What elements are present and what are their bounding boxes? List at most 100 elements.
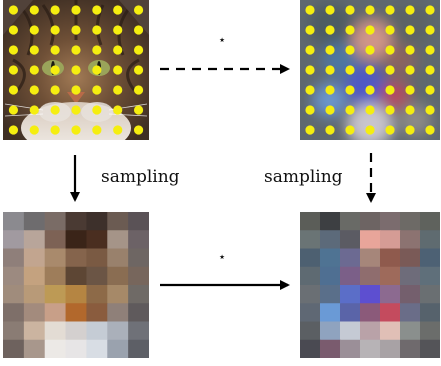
convolution-operator-top: ⋆ xyxy=(218,33,227,48)
sample-point xyxy=(425,105,435,115)
pixel-cell xyxy=(65,303,88,323)
sample-point xyxy=(29,105,39,115)
sample-point xyxy=(425,5,435,15)
sample-grid-original xyxy=(8,5,144,135)
sample-point xyxy=(325,5,335,15)
sample-point xyxy=(50,45,60,55)
pixel-cell xyxy=(86,285,108,304)
pixel-cell xyxy=(128,212,149,231)
sample-point xyxy=(345,65,355,75)
sample-point xyxy=(325,105,335,115)
sample-point xyxy=(71,105,81,115)
pixel-cell xyxy=(128,266,149,286)
sample-point xyxy=(92,5,102,15)
sample-point xyxy=(345,5,355,15)
pixel-cell xyxy=(107,212,129,231)
pixel-cell xyxy=(3,230,25,250)
pixel-cell xyxy=(400,321,421,341)
pixel-cell xyxy=(3,248,25,268)
sample-point xyxy=(405,65,415,75)
pixel-cell xyxy=(320,266,341,286)
pixel-cell xyxy=(65,230,88,250)
sample-point xyxy=(71,25,81,35)
pixel-cell xyxy=(380,266,401,286)
sample-point xyxy=(325,125,335,135)
sample-point xyxy=(71,125,81,135)
sample-point xyxy=(365,65,375,75)
sample-point xyxy=(133,25,144,35)
sample-point xyxy=(325,25,335,35)
pixel-cell xyxy=(128,230,149,250)
pixel-cell xyxy=(65,266,88,286)
sample-point xyxy=(425,65,435,75)
pixel-cell xyxy=(420,248,440,268)
pixel-cell xyxy=(107,339,129,358)
sample-point xyxy=(425,85,435,95)
pixel-cell xyxy=(107,303,129,323)
pixel-cell xyxy=(86,230,108,250)
pixel-cell xyxy=(340,212,361,231)
sample-point xyxy=(92,105,102,115)
sample-point xyxy=(345,105,355,115)
sample-point xyxy=(8,65,19,75)
sample-point xyxy=(345,25,355,35)
sample-point xyxy=(113,25,123,35)
pixel-cell xyxy=(65,321,88,341)
pixel-cell xyxy=(23,285,46,304)
sample-point xyxy=(385,45,395,55)
pixel-cell xyxy=(360,285,381,304)
pixel-cell xyxy=(420,321,440,341)
sample-point xyxy=(345,45,355,55)
sample-point xyxy=(365,25,375,35)
sample-point xyxy=(365,5,375,15)
pixel-cell xyxy=(3,212,25,231)
pixel-cell xyxy=(3,303,25,323)
sample-point xyxy=(325,45,335,55)
sample-point xyxy=(113,85,123,95)
sample-point xyxy=(133,5,144,15)
sample-point xyxy=(133,45,144,55)
sample-point xyxy=(405,5,415,15)
pixel-cell xyxy=(3,321,25,341)
sample-point xyxy=(385,65,395,75)
sample-point xyxy=(133,105,144,115)
pixel-cell xyxy=(380,285,401,304)
original-cat-image xyxy=(3,0,149,140)
sample-point xyxy=(325,85,335,95)
sample-point xyxy=(113,125,123,135)
sample-point xyxy=(325,65,335,75)
pixel-cell xyxy=(400,230,421,250)
pixel-cell xyxy=(320,285,341,304)
sample-point xyxy=(50,105,60,115)
sample-point xyxy=(425,125,435,135)
pixel-cell xyxy=(128,285,149,304)
pixel-cell xyxy=(320,212,341,231)
pixel-cell xyxy=(420,212,440,231)
pixel-cell xyxy=(320,248,341,268)
sample-point xyxy=(365,45,375,55)
pixel-cell xyxy=(360,321,381,341)
pixel-cell xyxy=(300,230,321,250)
pixel-cell xyxy=(128,303,149,323)
pixel-cell xyxy=(320,230,341,250)
pixel-cell xyxy=(44,248,67,268)
pixel-cell xyxy=(400,303,421,323)
pixel-cell xyxy=(128,248,149,268)
convolution-operator-bottom: ⋆ xyxy=(218,250,227,265)
sampled-original-pixels xyxy=(3,212,149,358)
sample-point xyxy=(385,85,395,95)
sample-point xyxy=(365,85,375,95)
sample-point xyxy=(50,5,60,15)
sample-point xyxy=(405,105,415,115)
sample-point xyxy=(92,85,102,95)
filtered-image xyxy=(300,0,440,140)
pixel-cell xyxy=(360,212,381,231)
sample-point xyxy=(29,85,39,95)
pixel-cell xyxy=(340,321,361,341)
sample-point xyxy=(133,125,144,135)
pixel-cell xyxy=(300,266,321,286)
sample-point xyxy=(133,85,144,95)
sample-point xyxy=(365,125,375,135)
sampled-filtered-pixels-svg xyxy=(300,212,440,358)
sample-point xyxy=(92,125,102,135)
